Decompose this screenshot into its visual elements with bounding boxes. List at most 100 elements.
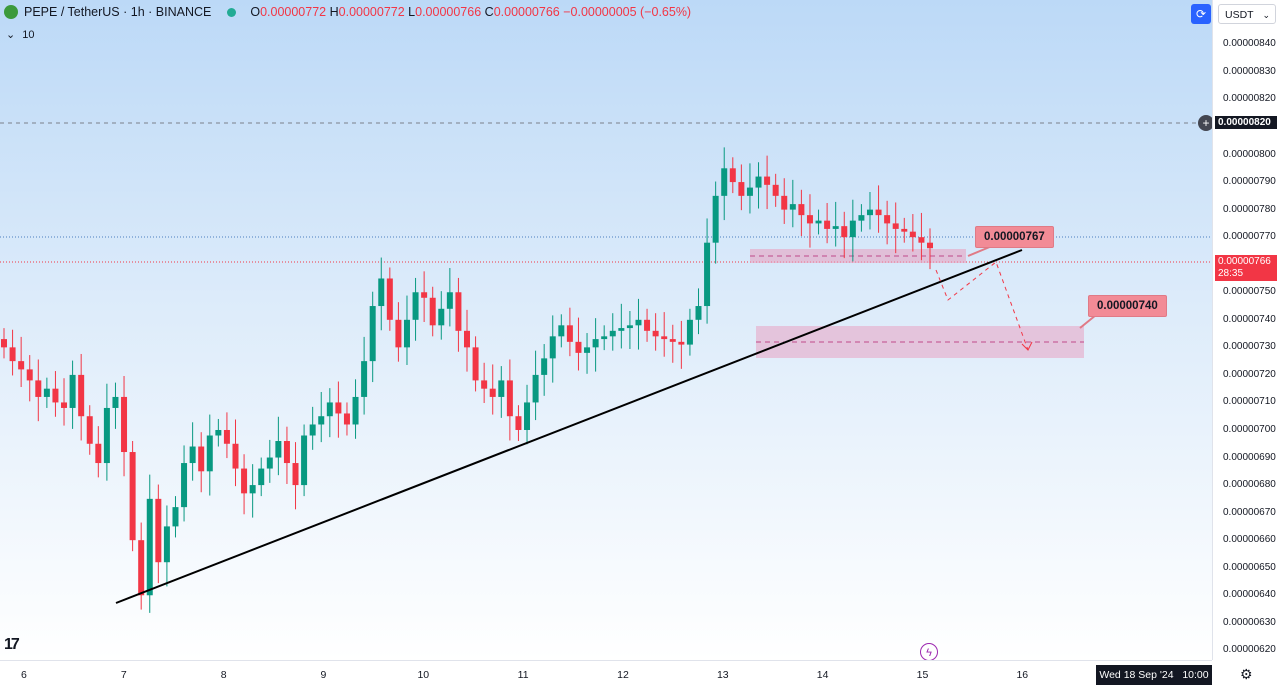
- candle-body: [669, 339, 676, 342]
- indicator-row[interactable]: ⌄ 10: [6, 28, 35, 41]
- price-tick-label: 0.00000830: [1223, 65, 1276, 77]
- candle-body: [421, 292, 428, 298]
- chart-area[interactable]: PEPE / TetherUS · 1h · BINANCE O0.000007…: [0, 0, 1212, 660]
- symbol-legend: PEPE / TetherUS · 1h · BINANCE O0.000007…: [4, 5, 691, 19]
- candle-body: [584, 347, 591, 353]
- target-callout-2[interactable]: 0.00000740: [1088, 295, 1167, 317]
- candle-body: [678, 341, 685, 345]
- candle-body: [292, 463, 299, 486]
- ma-length: 10: [22, 29, 35, 41]
- candle-body: [824, 220, 831, 229]
- candle-body: [155, 498, 162, 563]
- candle-body: [232, 443, 239, 469]
- candle-body: [249, 485, 256, 494]
- candle-body: [875, 209, 882, 216]
- candle-body: [69, 374, 76, 408]
- trend-line[interactable]: [115, 249, 1023, 604]
- price-tick-label: 0.00000650: [1223, 561, 1276, 573]
- open-key: O: [250, 5, 261, 19]
- time-tick-label: 6: [21, 669, 27, 681]
- candle-body: [566, 325, 573, 342]
- time-axis[interactable]: 67891011121314151617: [0, 660, 1212, 686]
- current-price-tag: 0.00000766 28:35: [1215, 255, 1277, 281]
- candle-body: [283, 441, 290, 464]
- high-value: 0.00000772: [338, 5, 405, 19]
- candle-body: [901, 228, 908, 232]
- candle-body: [103, 407, 110, 464]
- candle-body: [438, 308, 445, 326]
- candle-body: [729, 168, 736, 183]
- current-price: 0.00000766: [1218, 256, 1271, 267]
- price-chart[interactable]: [0, 0, 1212, 660]
- candle-body: [892, 223, 899, 229]
- candle-body: [189, 446, 196, 464]
- price-tick-label: 0.00000690: [1223, 451, 1276, 463]
- candle-body: [755, 176, 762, 188]
- candle-body: [121, 396, 128, 453]
- candle-body: [515, 416, 522, 430]
- price-tick-label: 0.00000780: [1223, 203, 1276, 215]
- candle-body: [318, 416, 325, 425]
- price-tick-label: 0.00000630: [1223, 616, 1276, 628]
- candle-body: [361, 361, 368, 397]
- time-tick-label: 8: [220, 669, 227, 681]
- candle-body: [635, 319, 642, 326]
- price-axis[interactable]: 0.000008500.000008400.000008300.00000820…: [1212, 0, 1280, 660]
- symbol-label[interactable]: PEPE / TetherUS · 1h · BINANCE: [24, 5, 212, 19]
- candle-body: [61, 402, 68, 408]
- candle-body: [489, 388, 496, 397]
- candle-body: [386, 278, 393, 320]
- candle-body: [241, 468, 248, 494]
- candle-body: [841, 226, 848, 238]
- candle-body: [26, 369, 33, 381]
- candle-body: [652, 330, 659, 337]
- price-tick-label: 0.00000790: [1223, 176, 1276, 188]
- gear-icon[interactable]: ⚙: [1240, 666, 1253, 682]
- candle-body: [429, 297, 436, 326]
- candle-body: [95, 443, 102, 464]
- candle-body: [335, 402, 342, 414]
- target-callout-1[interactable]: 0.00000767: [975, 226, 1054, 248]
- candle-body: [772, 184, 779, 196]
- candle-body: [395, 319, 402, 348]
- tradingview-logo[interactable]: 17: [4, 636, 20, 653]
- sync-icon[interactable]: ⟳: [1191, 4, 1211, 24]
- candle-body: [146, 498, 153, 596]
- candle-body: [695, 306, 702, 320]
- candle-body: [172, 507, 179, 527]
- candle-body: [455, 292, 462, 331]
- candle-body: [609, 330, 616, 337]
- candle-body: [661, 336, 668, 340]
- candle-body: [592, 339, 599, 348]
- candle-body: [206, 435, 213, 472]
- candle-body: [223, 429, 230, 444]
- time-tick-label: 11: [517, 669, 529, 681]
- candle-body: [832, 226, 839, 229]
- candle-body: [815, 220, 822, 224]
- candle-body: [866, 209, 873, 216]
- candle-body: [412, 292, 419, 320]
- axis-corner: [1212, 660, 1280, 685]
- crosshair-price: 0.00000820: [1218, 117, 1271, 128]
- candle-body: [524, 402, 531, 430]
- crosshair-time: Wed 18 Sep '24 10:00: [1099, 669, 1209, 681]
- candle-body: [644, 319, 651, 331]
- add-plus-icon[interactable]: +: [1198, 115, 1214, 131]
- candle-body: [506, 380, 513, 417]
- time-tick-label: 14: [816, 669, 829, 681]
- chevron-down-icon[interactable]: ⌄: [6, 29, 16, 41]
- high-key: H: [329, 5, 339, 19]
- currency-select[interactable]: USDT ⌄: [1218, 4, 1276, 24]
- candle-body: [764, 176, 771, 185]
- price-tick-label: 0.00000620: [1223, 644, 1276, 656]
- candle-body: [446, 292, 453, 309]
- time-tick-label: 13: [716, 669, 729, 681]
- chevron-down-icon: ⌄: [1262, 10, 1270, 20]
- candle-body: [798, 204, 805, 216]
- price-tick-label: 0.00000710: [1223, 396, 1276, 408]
- projection-path: [935, 261, 1029, 351]
- candle-body: [378, 278, 385, 307]
- price-tick-label: 0.00000660: [1223, 534, 1276, 546]
- open-value: 0.00000772: [260, 5, 327, 19]
- lightning-icon[interactable]: ϟ: [920, 643, 938, 660]
